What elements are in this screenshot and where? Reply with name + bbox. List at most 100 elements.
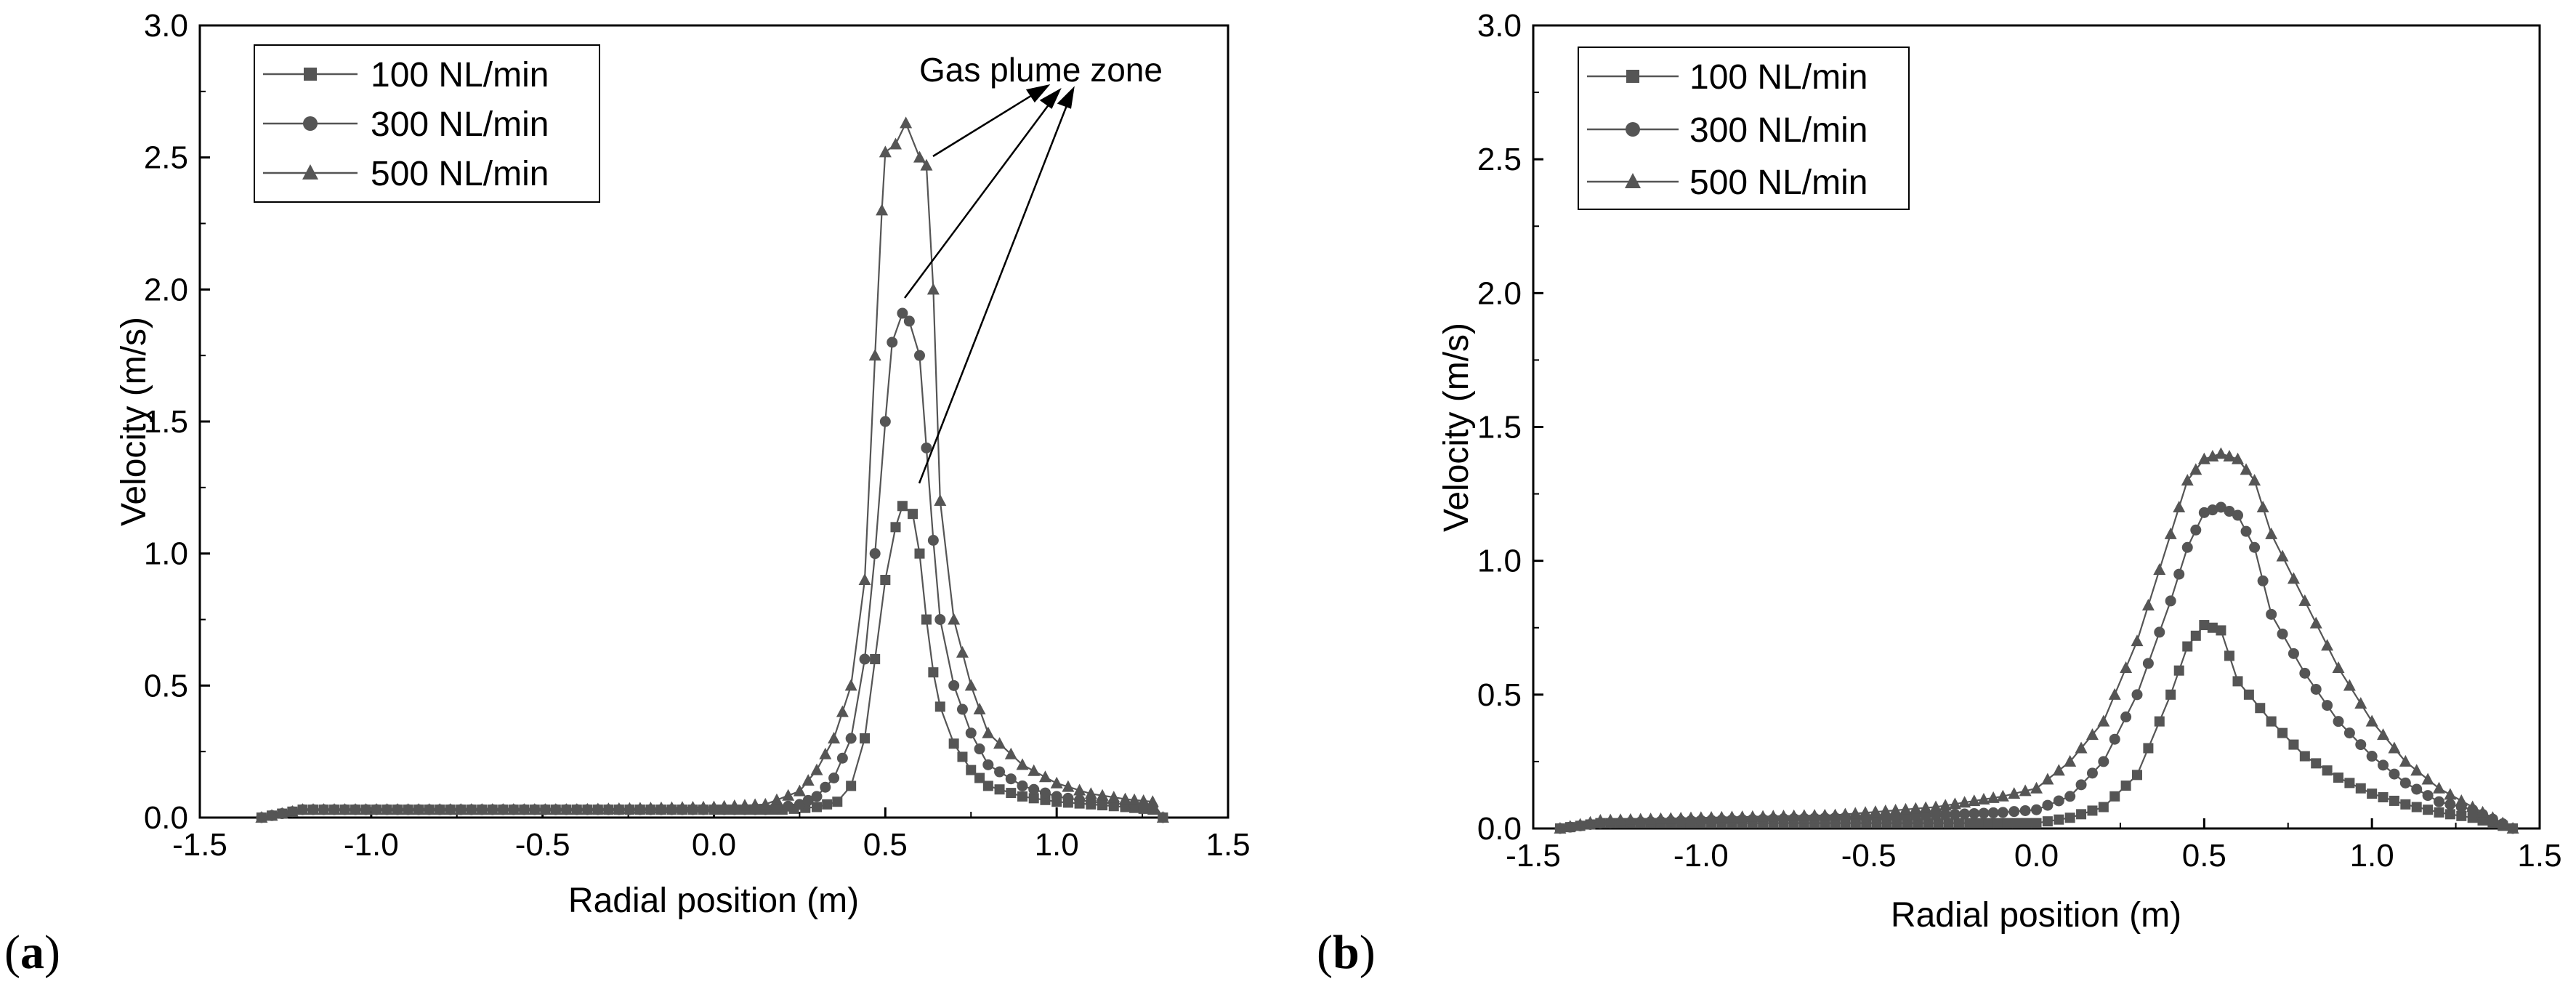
data-point: [921, 614, 932, 625]
legend-item-300: 300 NL/min: [263, 105, 549, 144]
data-point: [1017, 791, 1027, 802]
data-point: [2120, 781, 2131, 791]
data-point: [1949, 809, 1961, 820]
legend-label-500: 500 NL/min: [1689, 164, 1868, 202]
data-point: [2365, 714, 2378, 727]
data-point: [2214, 447, 2227, 459]
data-point: [318, 803, 331, 815]
data-point: [381, 803, 394, 815]
data-point: [2266, 716, 2277, 727]
data-point: [1062, 792, 1074, 804]
data-point: [812, 802, 822, 812]
data-point: [2108, 687, 2121, 700]
data-point: [2030, 781, 2043, 794]
data-point: [914, 350, 925, 361]
data-point: [454, 803, 467, 815]
series-line: [261, 504, 1164, 819]
data-point: [275, 807, 288, 819]
data-point: [2367, 789, 2378, 799]
data-point: [2399, 777, 2411, 789]
data-point: [2486, 811, 2499, 823]
data-point: [623, 802, 636, 814]
data-point: [1085, 796, 1097, 807]
panel-label-a: (a): [4, 926, 60, 979]
data-point: [1969, 807, 1980, 819]
x-tick-label: 0.0: [2014, 838, 2059, 874]
y-tick-label: 0.5: [1477, 677, 1522, 713]
series-layer: [255, 116, 1169, 823]
data-point: [2433, 781, 2445, 794]
legend-label-300: 300 NL/min: [1689, 111, 1868, 150]
data-point: [2322, 700, 2333, 711]
x-tick-label: 1.5: [2517, 838, 2561, 874]
data-point: [2287, 572, 2300, 584]
data-point: [819, 747, 832, 759]
data-point: [2355, 739, 2367, 751]
data-point: [2165, 595, 2176, 607]
data-point: [718, 799, 731, 812]
data-point: [890, 522, 901, 533]
data-point: [2277, 628, 2288, 640]
data-point: [307, 803, 320, 815]
data-point: [549, 803, 562, 815]
annotation-arrows: [903, 84, 1075, 484]
data-point: [836, 752, 848, 764]
data-point: [1050, 776, 1063, 789]
data-point: [2344, 778, 2355, 789]
data-point: [2064, 812, 2075, 823]
series-line: [261, 311, 1164, 819]
data-point: [1016, 758, 1029, 770]
data-point: [2399, 754, 2412, 767]
data-point: [927, 535, 939, 546]
data-point: [858, 573, 871, 585]
data-point: [1594, 813, 1607, 826]
data-point: [2311, 758, 2322, 769]
data-point: [1948, 797, 1961, 810]
data-point: [897, 501, 908, 512]
data-point: [1128, 793, 1141, 805]
data-point: [1849, 807, 1862, 819]
data-point: [1978, 807, 1990, 819]
data-point: [2075, 779, 2087, 791]
data-point: [1624, 812, 1637, 825]
data-point: [2181, 474, 2194, 486]
data-point: [2223, 450, 2236, 462]
data-point: [2182, 641, 2193, 652]
data-point: [900, 116, 913, 129]
data-point: [2198, 507, 2210, 518]
legend-item-500: 500 NL/min: [263, 155, 549, 193]
data-point: [665, 801, 678, 813]
data-point: [1004, 747, 1017, 759]
data-point: [1614, 813, 1627, 826]
data-point: [2232, 509, 2243, 521]
data-point: [957, 751, 968, 762]
data-point: [1027, 764, 1041, 776]
data-point: [1604, 813, 1617, 826]
data-point: [2400, 799, 2411, 810]
y-tick-label: 3.0: [144, 8, 188, 44]
data-point: [1146, 795, 1159, 807]
data-point: [602, 802, 615, 815]
data-point: [2232, 676, 2243, 687]
data-point: [1038, 770, 1051, 783]
data-point: [2298, 594, 2311, 606]
data-point: [2008, 806, 2020, 818]
arrowhead-500: [1025, 84, 1051, 103]
data-point: [2173, 568, 2185, 580]
data-point: [2216, 625, 2226, 636]
data-point: [897, 307, 908, 319]
data-point: [2031, 818, 2042, 828]
data-point: [2053, 795, 2064, 807]
data-point: [2333, 773, 2343, 783]
data-point: [2164, 527, 2177, 539]
data-point: [1767, 810, 1780, 822]
data-point: [2232, 452, 2244, 464]
y-tick-label: 0.0: [144, 800, 188, 836]
data-point: [2456, 810, 2467, 821]
data-point: [2181, 541, 2193, 553]
data-point: [832, 797, 843, 807]
data-point: [1736, 810, 1749, 823]
data-point: [2087, 805, 2098, 816]
data-point: [811, 791, 823, 802]
data-point: [2343, 727, 2355, 739]
